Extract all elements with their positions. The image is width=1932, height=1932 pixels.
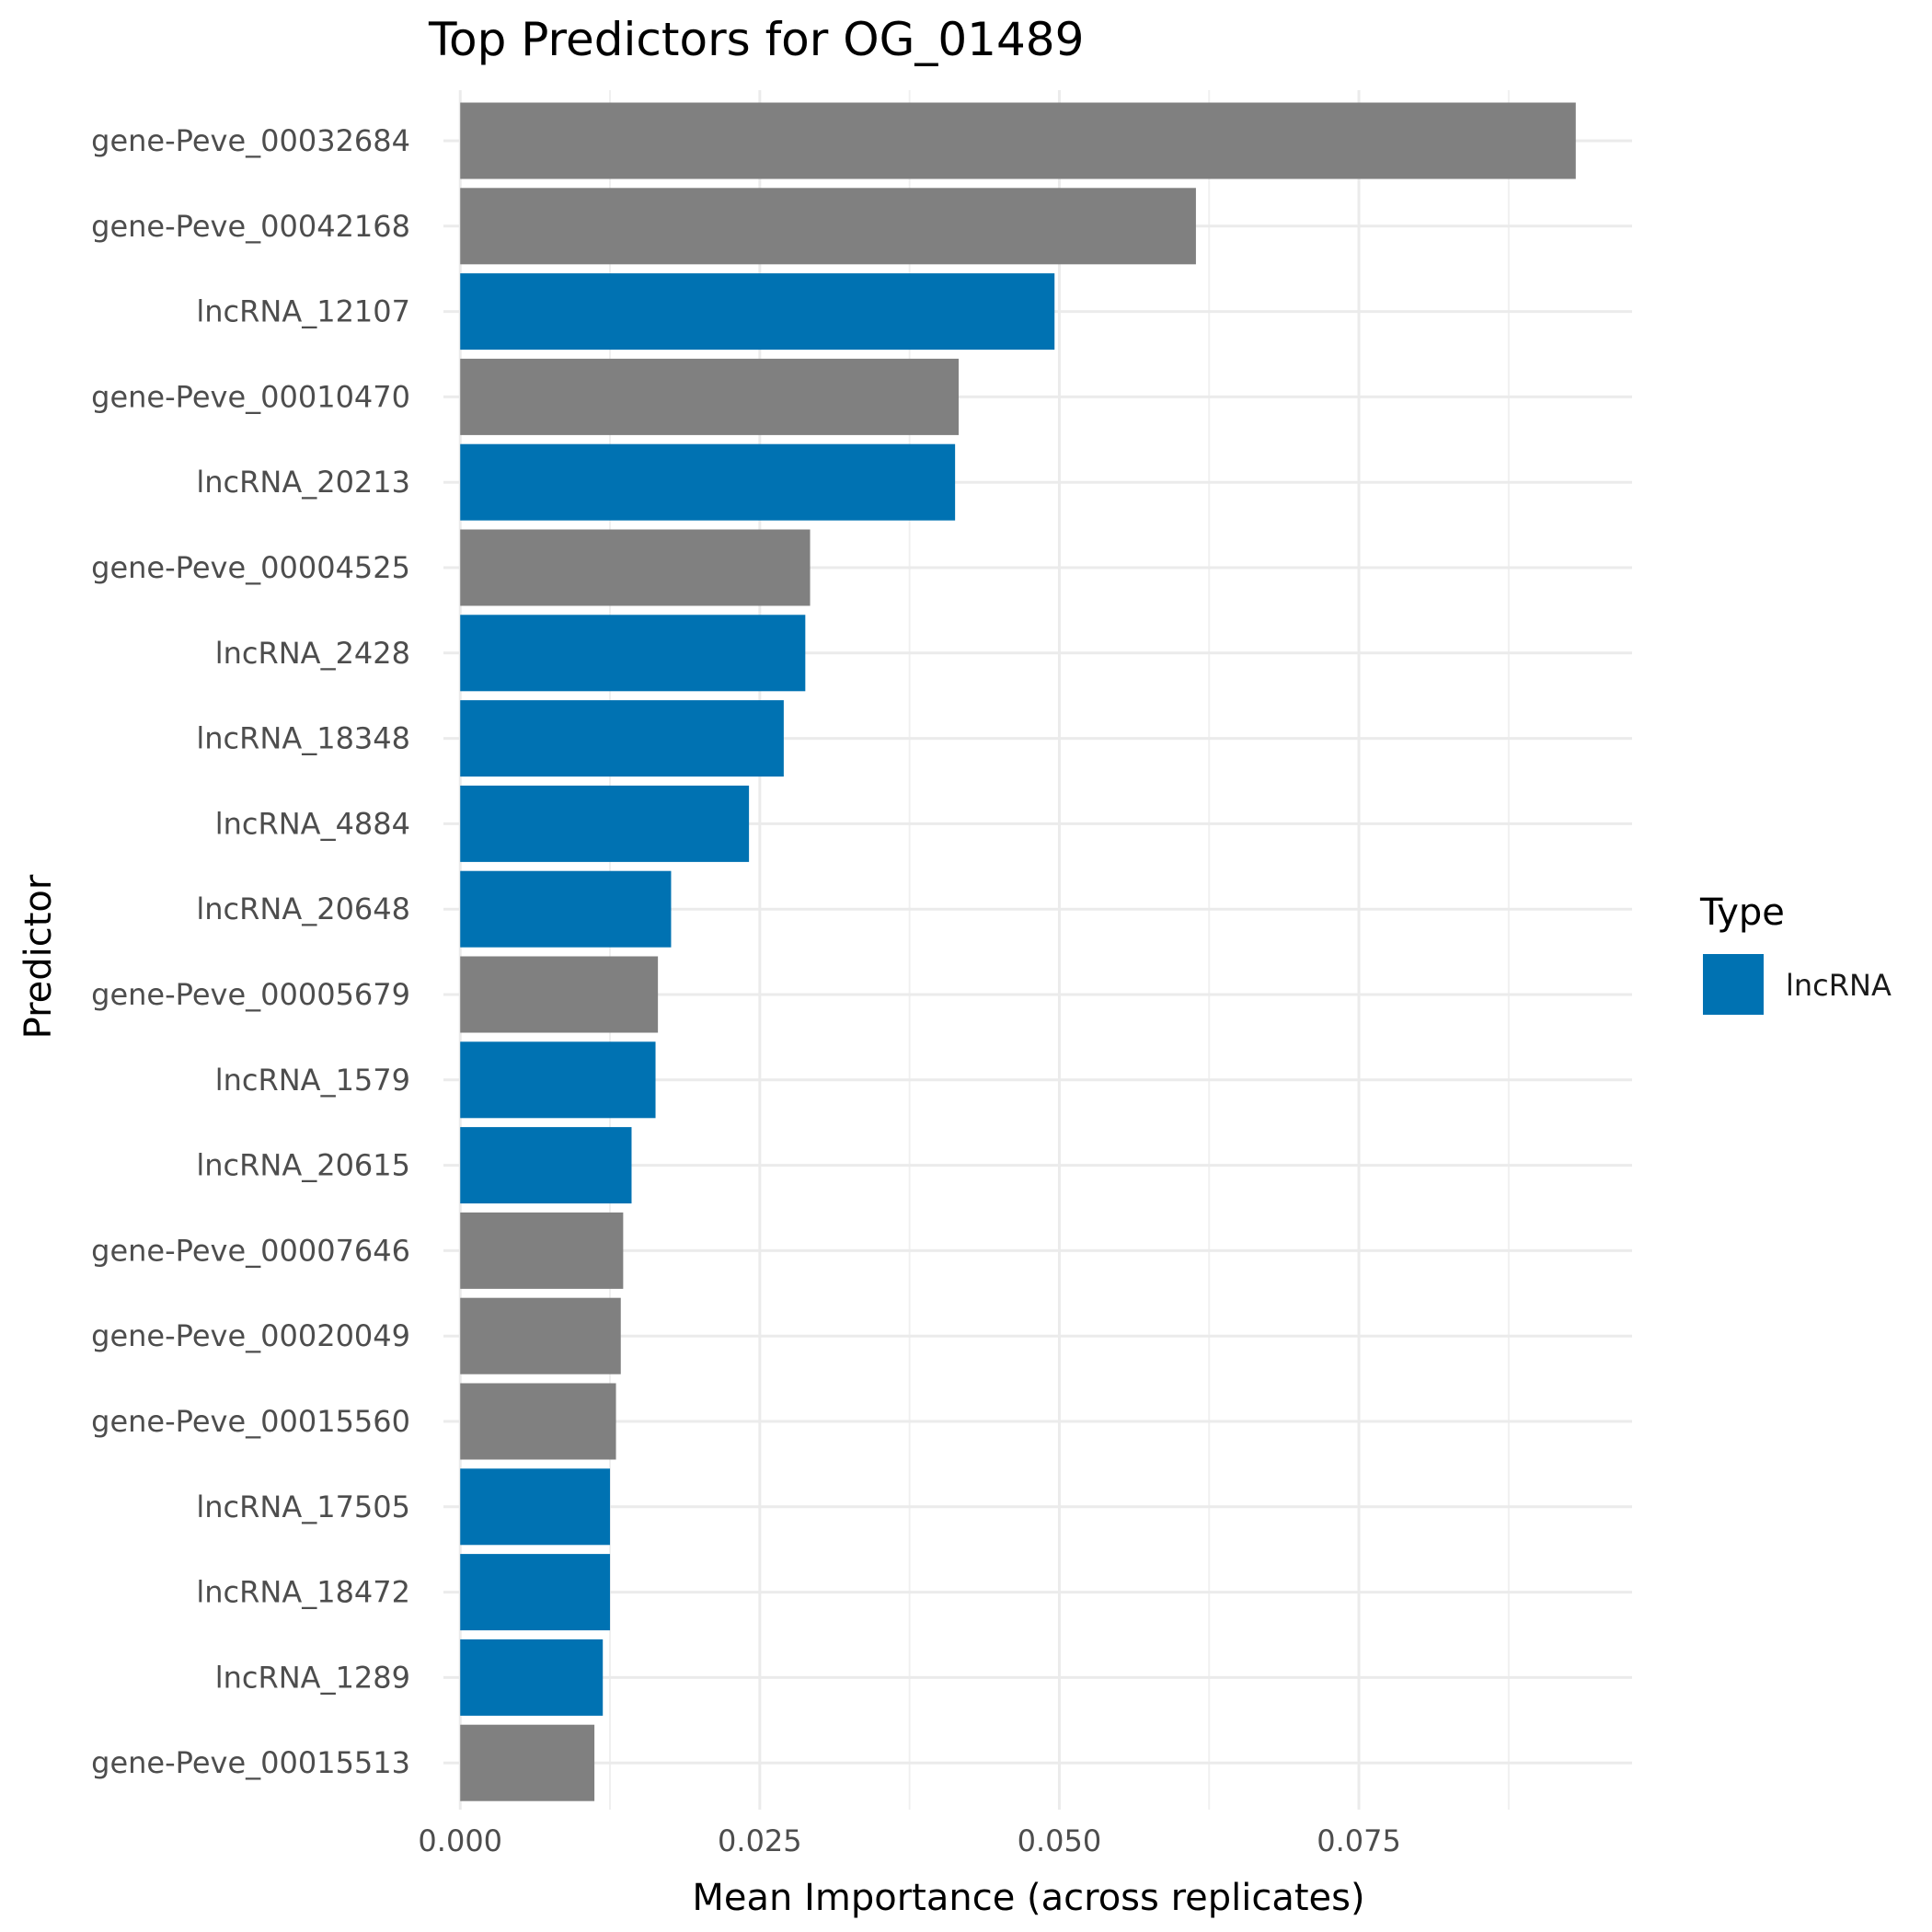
y-tick-label: gene-Peve_00007646 [91,1233,410,1268]
legend-title: Type [1699,891,1785,934]
y-tick-label: gene-Peve_00032684 [91,123,410,158]
x-tick-label: 0.025 [718,1823,802,1858]
bar-lncrna-18348 [460,700,784,777]
y-tick-label: lncRNA_20648 [196,891,410,926]
bar-gene-peve-00032684 [460,102,1576,179]
bar-lncrna-1289 [460,1639,604,1716]
bar-lncrna-4884 [460,785,750,862]
x-axis-title: Mean Importance (across replicates) [692,1877,1364,1919]
y-tick-label: lncRNA_17505 [196,1489,410,1524]
y-tick-label: lncRNA_18472 [196,1575,410,1610]
bar-lncrna-1579 [460,1041,656,1119]
legend-swatch-lncrna [1703,954,1764,1015]
y-tick-label: gene-Peve_00005679 [91,977,410,1012]
x-tick-label: 0.000 [418,1823,502,1858]
y-tick-labels: gene-Peve_00032684 gene-Peve_00042168 lncR… [91,123,410,1780]
y-tick-label: gene-Peve_00004525 [91,550,410,585]
y-tick-label: gene-Peve_00020049 [91,1318,410,1353]
y-tick-label: lncRNA_18348 [196,721,410,756]
y-tick-label: lncRNA_2428 [215,636,410,671]
bar-lncrna-20648 [460,870,672,948]
y-tick-label: lncRNA_20213 [196,465,410,500]
legend: Type lncRNA [1699,891,1892,1015]
bar-gene-peve-00004525 [460,529,811,606]
bar-gene-peve-00007646 [460,1212,624,1289]
legend-label-lncrna: lncRNA [1786,968,1892,1003]
y-tick-label: gene-Peve_00015513 [91,1745,410,1780]
bar-gene-peve-00015513 [460,1724,595,1801]
y-axis-title: Predictor [17,874,60,1039]
x-tick-label: 0.075 [1317,1823,1401,1858]
y-tick-label: lncRNA_4884 [215,806,410,841]
x-tick-label: 0.050 [1018,1823,1102,1858]
bar-gene-peve-00015560 [460,1383,616,1460]
bar-lncrna-20615 [460,1127,632,1204]
bars [460,102,1576,1801]
y-tick-label: lncRNA_20615 [196,1148,410,1183]
y-tick-label: lncRNA_1579 [215,1063,410,1098]
x-tick-labels: 0.000 0.025 0.050 0.075 [418,1823,1400,1858]
bar-gene-peve-00020049 [460,1297,621,1374]
bar-lncrna-18472 [460,1554,611,1631]
bar-gene-peve-00005679 [460,956,659,1033]
bar-lncrna-12107 [460,273,1055,351]
chart-title: Top Predictors for OG_01489 [428,13,1084,66]
y-tick-label: gene-Peve_00042168 [91,209,410,244]
bar-lncrna-2428 [460,615,806,692]
bar-lncrna-20213 [460,443,956,521]
y-tick-label: gene-Peve_00015560 [91,1404,410,1439]
bar-lncrna-17505 [460,1468,611,1546]
y-tick-label: lncRNA_1289 [215,1660,410,1695]
bar-gene-peve-00010470 [460,358,960,435]
y-tick-label: lncRNA_12107 [196,294,410,329]
bar-gene-peve-00042168 [460,188,1196,265]
y-tick-label: gene-Peve_00010470 [91,379,410,414]
